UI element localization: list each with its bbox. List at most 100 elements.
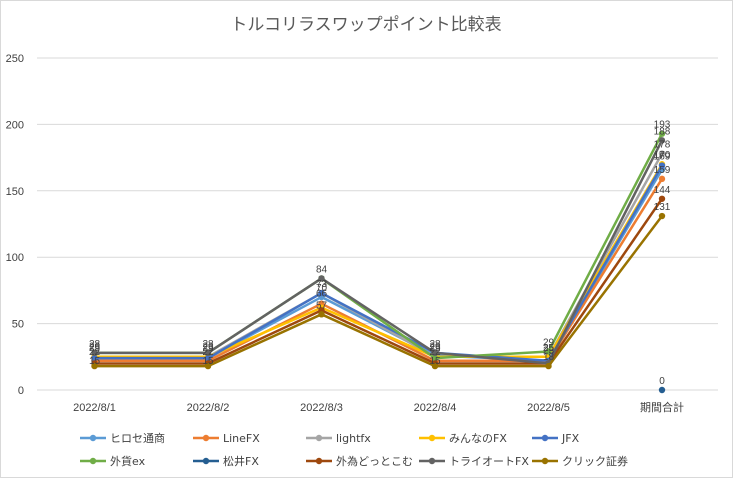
- data-point: [658, 212, 666, 220]
- data-point: [658, 175, 666, 183]
- legend-label: ヒロセ通商: [110, 431, 165, 445]
- legend-swatch-marker: [428, 457, 436, 465]
- data-label: 22: [202, 347, 214, 358]
- data-label: 170: [654, 150, 671, 161]
- data-point: [431, 362, 439, 370]
- x-tick-label: 期間合計: [640, 400, 684, 414]
- data-label: 178: [654, 140, 671, 151]
- legend-label: トライオートFX: [449, 455, 529, 468]
- data-point: [658, 130, 666, 137]
- data-label: 188: [654, 126, 671, 137]
- x-tick-label: 2022/8/3: [300, 402, 343, 414]
- data-label: 28: [429, 339, 441, 350]
- data-label: 57: [316, 300, 328, 311]
- legend-item: ヒロセ通商: [80, 431, 165, 445]
- data-point: [658, 150, 666, 157]
- legend-item: lightfx: [306, 432, 371, 445]
- y-tick-label: 50: [12, 319, 24, 331]
- data-point: [204, 362, 212, 370]
- data-label: 0: [659, 376, 665, 387]
- gridlines: [37, 57, 718, 391]
- data-label: 73: [316, 279, 328, 290]
- legend-label: lightfx: [336, 432, 371, 445]
- series-layer: [91, 130, 666, 394]
- data-label: 159: [654, 165, 671, 176]
- data-point: [91, 354, 98, 362]
- data-label: 66: [316, 288, 328, 299]
- chart-title: トルコリラスワップポイント比較表: [230, 15, 501, 35]
- data-label: 15: [89, 356, 101, 367]
- series-line: [94, 139, 664, 365]
- data-label: 169: [654, 152, 671, 163]
- legend-item: みんなのFX: [419, 432, 507, 445]
- legend-item: JFX: [532, 432, 580, 445]
- data-label: 26: [429, 341, 441, 352]
- data-point: [658, 386, 666, 394]
- data-point: [658, 162, 666, 169]
- legend-item: LineFX: [193, 432, 260, 445]
- data-label: 22: [89, 347, 101, 358]
- data-point: [204, 349, 212, 357]
- legend-item: トライオートFX: [419, 455, 529, 468]
- legend-swatch-marker: [89, 457, 97, 465]
- data-point: [318, 275, 325, 282]
- x-tick-label: 2022/8/2: [187, 402, 230, 414]
- data-label: 25: [543, 343, 555, 354]
- data-point: [91, 349, 98, 357]
- legend-swatch-marker: [428, 434, 436, 442]
- legend-item: 松井FX: [193, 454, 259, 468]
- legend-swatch-marker: [202, 434, 210, 442]
- data-point: [658, 137, 666, 144]
- data-label: 15: [429, 356, 441, 367]
- data-label: 144: [654, 185, 671, 196]
- data-label: 70: [316, 283, 328, 294]
- legend-swatch-marker: [89, 434, 97, 442]
- legend-swatch-marker: [315, 457, 323, 465]
- data-label: 22: [429, 347, 441, 358]
- data-label: 25: [429, 343, 441, 354]
- series: [91, 212, 666, 370]
- data-label: 28: [89, 339, 101, 350]
- legend-swatch-marker: [202, 457, 210, 465]
- legend-label: 外貨ex: [110, 454, 146, 468]
- y-tick-label: 100: [6, 252, 24, 264]
- legend-label: 松井FX: [223, 454, 259, 468]
- x-tick-label: 2022/8/5: [527, 402, 570, 414]
- data-point: [545, 362, 552, 370]
- data-label: 25: [202, 343, 214, 354]
- data-label: 15: [202, 356, 214, 367]
- data-label: 26: [89, 341, 101, 352]
- y-tick-label: 250: [6, 53, 24, 65]
- y-tick-label: 150: [6, 186, 24, 198]
- data-point: [91, 362, 98, 370]
- data-label: 23: [543, 345, 555, 356]
- data-label: 26: [202, 341, 214, 352]
- series: [658, 386, 666, 394]
- data-label: 84: [316, 264, 328, 275]
- legend-label: LineFX: [223, 432, 260, 445]
- legend-item: 外貨ex: [80, 454, 146, 468]
- data-point: [431, 349, 439, 357]
- legend-label: クリック証券: [562, 454, 628, 468]
- data-point: [658, 195, 666, 202]
- y-tick-label: 0: [18, 385, 24, 397]
- data-label: 25: [89, 343, 101, 354]
- data-point: [431, 354, 439, 362]
- x-tick-label: 2022/8/1: [73, 402, 116, 414]
- data-label: 193: [654, 120, 671, 131]
- data-point: [318, 311, 325, 318]
- legend-swatch-marker: [541, 434, 549, 442]
- data-label: 29: [543, 337, 555, 348]
- series-line: [94, 198, 664, 365]
- legend-label: 外為どっとこむ: [336, 454, 413, 468]
- y-tick-label: 200: [6, 119, 24, 131]
- data-labels: 2826252215282625221584737066572826252215…: [89, 120, 671, 387]
- data-label: 131: [654, 202, 671, 213]
- data-point: [545, 348, 552, 355]
- series-line: [94, 215, 663, 368]
- legend-swatch-marker: [315, 434, 323, 442]
- data-label: 28: [202, 339, 214, 350]
- data-label: 18: [543, 352, 555, 363]
